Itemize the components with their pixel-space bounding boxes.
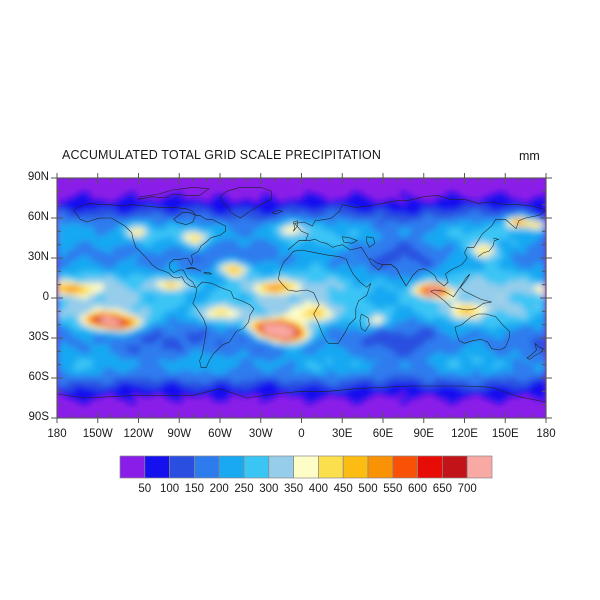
- colorbar-swatch: [243, 455, 270, 479]
- colorbar-tick-label: 450: [333, 483, 353, 495]
- coastline-segment: [526, 343, 544, 360]
- colorbar-swatch: [392, 455, 418, 479]
- colorbar-swatch: [417, 455, 443, 479]
- y-axis-tick-label: 30S: [28, 331, 49, 343]
- y-axis-tick-label: 0: [42, 291, 49, 303]
- x-axis-tick-label: 0: [298, 428, 305, 440]
- colorbar-tick-label: 150: [184, 483, 204, 495]
- coastline-segment: [369, 257, 407, 287]
- coastline-segment: [477, 237, 500, 257]
- x-axis-tick-label: 90E: [413, 428, 434, 440]
- y-axis-tick-label: 60N: [27, 211, 49, 223]
- axis-ticks: [51, 173, 552, 423]
- coastline-segment: [287, 195, 546, 251]
- coastline-segment: [271, 209, 284, 215]
- colorbar-tick-label: 500: [358, 483, 378, 495]
- x-axis-tick-label: 30W: [248, 428, 273, 440]
- coastline-segment: [342, 236, 358, 244]
- y-axis-tick-label: 90N: [27, 171, 49, 183]
- colorbar-tick-label: 300: [259, 483, 279, 495]
- colorbar-tick-label: 600: [408, 483, 428, 495]
- colorbar-swatch: [293, 455, 319, 479]
- coastline-segment: [219, 187, 272, 219]
- contour-band-300: [57, 214, 546, 346]
- x-axis-tick-label: 60W: [208, 428, 232, 440]
- colorbar-swatch: [466, 455, 493, 479]
- coastline-segment: [366, 236, 376, 248]
- x-axis-tick-label: 60E: [372, 428, 394, 440]
- x-axis-tick-label: 150E: [491, 428, 519, 440]
- x-axis-tick-label: 120W: [123, 428, 154, 440]
- colorbar-tick-label: 400: [308, 483, 328, 495]
- coastline-segment: [293, 220, 298, 232]
- coastline-segment: [73, 203, 196, 225]
- contour-band-700: [97, 287, 442, 339]
- coastline-segment: [203, 272, 212, 275]
- colorbar: [119, 455, 493, 479]
- x-axis-tick-label: 180: [536, 428, 556, 440]
- page-title: ACCUMULATED TOTAL GRID SCALE PRECIPITATI…: [62, 148, 382, 162]
- coastline-segment: [138, 187, 210, 200]
- colorbar-swatch: [169, 455, 195, 479]
- colorbar-tick-label: 100: [160, 483, 180, 495]
- x-axis-tick-label: 120E: [451, 428, 478, 440]
- colorbar-swatch: [144, 455, 170, 479]
- coastline-overlay: [57, 187, 546, 403]
- contour-band-350: [57, 217, 546, 344]
- coastline-segment: [278, 249, 372, 344]
- colorbar-tick-label: 350: [284, 483, 304, 495]
- colorbar-tick-label: 700: [457, 483, 477, 495]
- coastline-segment: [298, 209, 546, 287]
- coastline-segment: [57, 385, 546, 403]
- colorbar-swatch: [367, 455, 394, 479]
- colorbar-tick-label: 250: [234, 483, 254, 495]
- x-axis-tick-label: 90W: [167, 428, 192, 440]
- x-axis-tick-label: 30E: [332, 428, 353, 440]
- colorbar-swatch: [342, 455, 369, 479]
- y-axis-tick-label: 60S: [28, 371, 49, 383]
- colorbar-swatch: [268, 455, 294, 479]
- colorbar-swatch: [119, 455, 146, 479]
- coastline-segment: [73, 209, 226, 288]
- coastline-segment: [359, 313, 370, 332]
- units-label: mm: [519, 149, 540, 163]
- colorbar-tick-label: 550: [383, 483, 403, 495]
- y-axis-tick-label: 30N: [27, 251, 49, 263]
- x-axis-tick-label: 150W: [82, 428, 113, 440]
- colorbar-swatch: [194, 455, 220, 479]
- precip-field: [57, 178, 546, 418]
- coastline-segment: [454, 313, 510, 351]
- colorbar-tick-label: 50: [138, 483, 152, 495]
- colorbar-swatch: [318, 455, 344, 479]
- coastline-segment: [185, 267, 202, 272]
- colorbar-tick-label: 200: [209, 483, 229, 495]
- colorbar-swatch: [442, 455, 468, 479]
- colorbar-swatch: [218, 455, 245, 479]
- x-axis-tick-label: 180: [47, 428, 67, 440]
- coastline-segment: [430, 273, 492, 311]
- colorbar-tick-label: 650: [432, 483, 452, 495]
- y-axis-tick-label: 90S: [28, 411, 49, 423]
- coastline-segment: [192, 281, 255, 368]
